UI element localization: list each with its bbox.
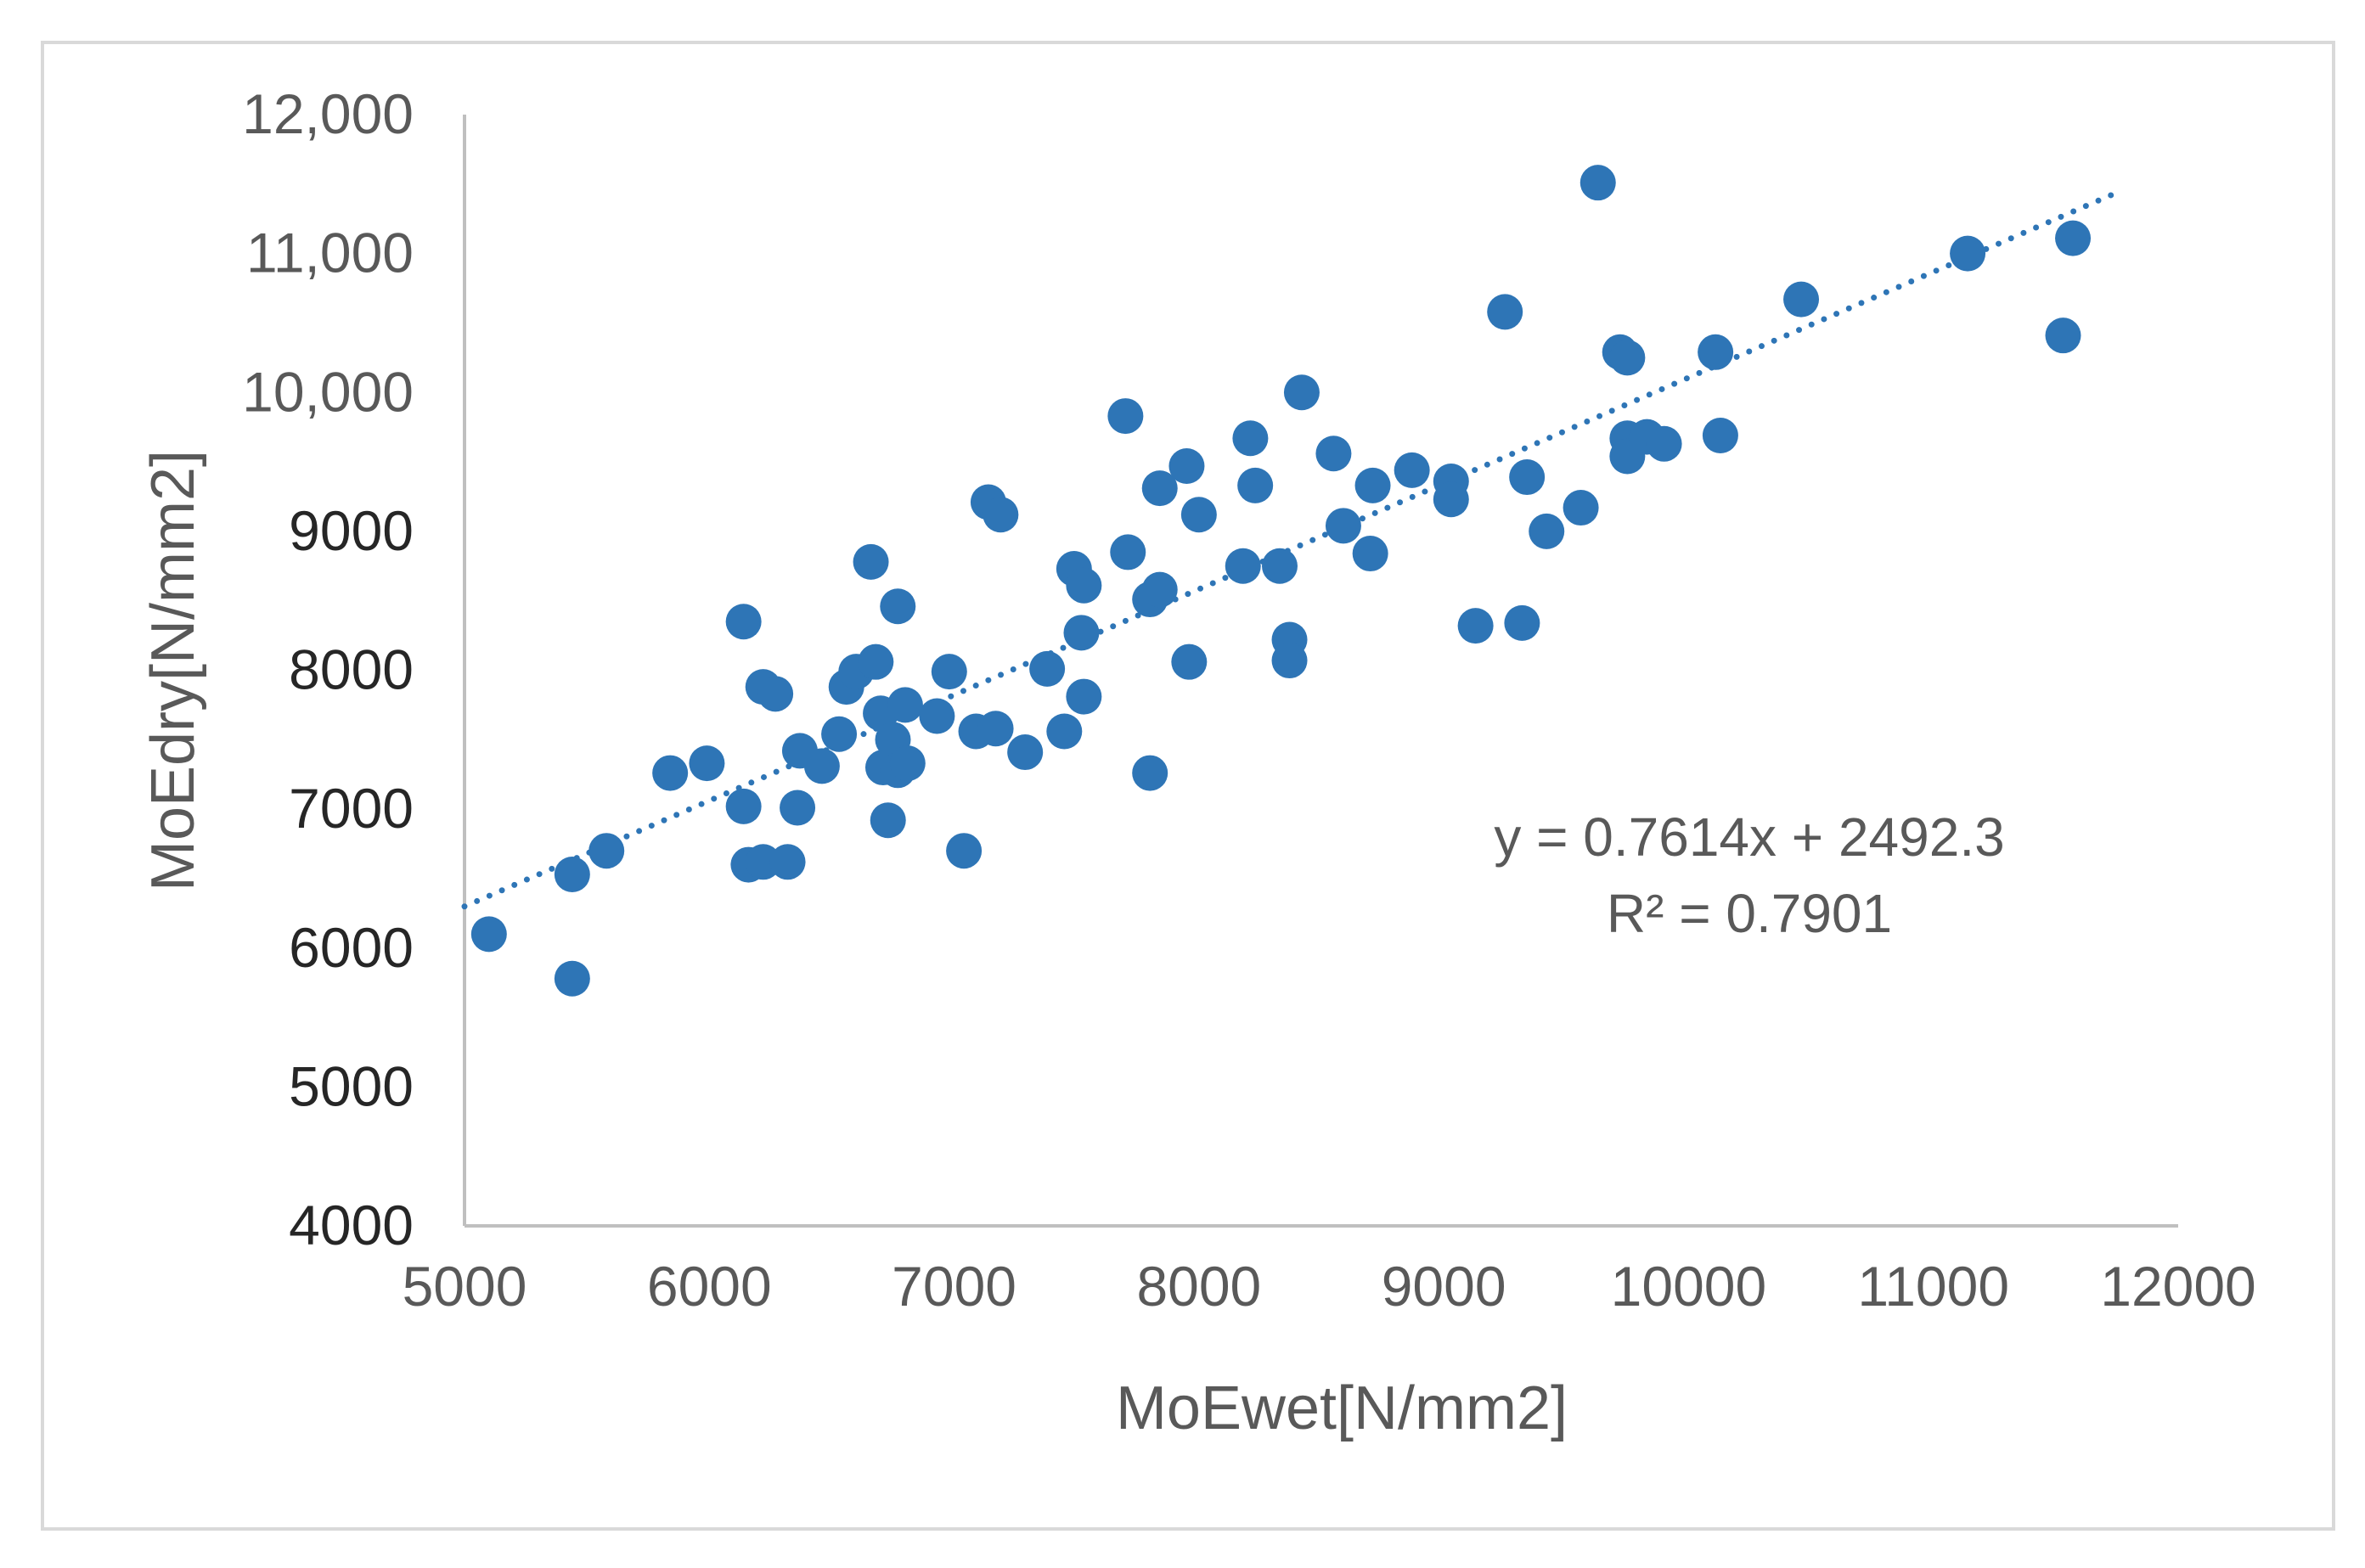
y-tick-label: 4000 (289, 1194, 414, 1256)
data-point (1325, 508, 1361, 544)
data-point (588, 833, 625, 869)
data-point (1394, 452, 1430, 488)
data-point (1283, 374, 1320, 411)
data-point (2045, 318, 2081, 354)
data-point (889, 745, 926, 782)
data-point (1261, 548, 1298, 584)
x-tick-label: 7000 (892, 1255, 1016, 1318)
data-point (689, 745, 725, 782)
x-tick-label: 10000 (1611, 1255, 1767, 1318)
data-point (554, 857, 590, 893)
trendline (461, 189, 2120, 910)
data-point (1783, 281, 1820, 318)
data-point (1180, 497, 1217, 533)
data-point (554, 960, 590, 997)
y-axis-title: MoEdry[N/mm2] (139, 450, 207, 891)
x-tick-label: 12000 (2100, 1255, 2256, 1318)
data-point (1029, 650, 1066, 687)
data-point (1066, 678, 1102, 715)
data-point (1232, 420, 1269, 457)
data-point (1110, 534, 1146, 570)
chart-axes (463, 115, 2178, 1228)
data-point (1132, 755, 1168, 791)
x-tick-labels: 5000 6000 7000 8000 9000 10000 11000 12000 (403, 1255, 2256, 1318)
y-tick-label: 5000 (289, 1054, 414, 1117)
data-point (1509, 459, 1546, 496)
data-point (769, 844, 806, 880)
x-tick-label: 9000 (1382, 1255, 1506, 1318)
data-point (745, 844, 781, 880)
y-tick-label: 10,000 (242, 360, 414, 423)
data-point (1579, 165, 1616, 201)
data-point (1168, 447, 1205, 484)
data-point (983, 497, 1019, 533)
data-point (1950, 235, 1986, 272)
data-point (1504, 604, 1540, 641)
y-tick-labels: 4000 5000 6000 7000 8000 9000 10,000 11,000 12,0… (242, 82, 414, 1256)
data-point (725, 788, 762, 824)
data-point (1271, 643, 1308, 679)
data-points (470, 165, 2092, 997)
trendline-equation: y = 0.7614x + 2492.3 (1494, 806, 2004, 868)
y-tick-label: 7000 (289, 777, 414, 840)
data-point (757, 676, 794, 712)
data-point (1433, 481, 1469, 518)
data-point (853, 543, 889, 580)
data-point (1698, 334, 1734, 370)
data-point (977, 711, 1014, 747)
data-point (919, 698, 955, 734)
x-tick-label: 5000 (403, 1255, 527, 1318)
y-tick-label: 12,000 (242, 82, 414, 145)
data-point (1702, 417, 1738, 453)
data-point (1046, 713, 1083, 750)
trendline-group (461, 189, 2120, 910)
data-point (946, 833, 983, 869)
data-point (1225, 548, 1261, 584)
y-tick-label: 11,000 (246, 222, 414, 284)
data-point (1141, 470, 1178, 507)
chart-frame (41, 41, 2335, 1531)
data-point (931, 654, 967, 690)
data-point (1646, 425, 1682, 462)
data-point (1529, 513, 1565, 549)
data-point (1171, 643, 1208, 680)
data-point (1107, 398, 1144, 435)
data-point (780, 790, 816, 826)
x-axis-title: MoEwet[N/mm2] (1116, 1374, 1568, 1442)
y-tick-label: 8000 (289, 638, 414, 701)
data-point (1563, 490, 1599, 526)
data-point (858, 643, 894, 680)
data-point (1063, 615, 1100, 651)
y-tick-label: 9000 (289, 499, 414, 562)
data-point (821, 716, 858, 752)
data-point (880, 588, 916, 625)
x-tick-label: 8000 (1136, 1255, 1261, 1318)
x-tick-label: 11000 (1857, 1255, 2009, 1318)
data-point (1609, 340, 1646, 376)
data-point (1007, 734, 1044, 771)
data-point (1237, 467, 1274, 503)
data-point (652, 755, 689, 791)
data-point (725, 604, 762, 640)
data-point (1354, 467, 1391, 503)
x-tick-label: 6000 (647, 1255, 772, 1318)
data-point (1457, 608, 1494, 644)
data-point (803, 748, 840, 784)
data-point (1141, 571, 1178, 608)
data-point (887, 687, 923, 723)
data-point (2055, 220, 2092, 256)
data-point (1352, 536, 1388, 572)
data-point (870, 802, 906, 839)
data-point (470, 916, 507, 953)
trendline-r-squared: R² = 0.7901 (1607, 883, 1892, 944)
data-point (1487, 294, 1523, 330)
y-tick-label: 6000 (289, 916, 414, 979)
data-point (1315, 436, 1352, 472)
data-point (1066, 567, 1102, 604)
